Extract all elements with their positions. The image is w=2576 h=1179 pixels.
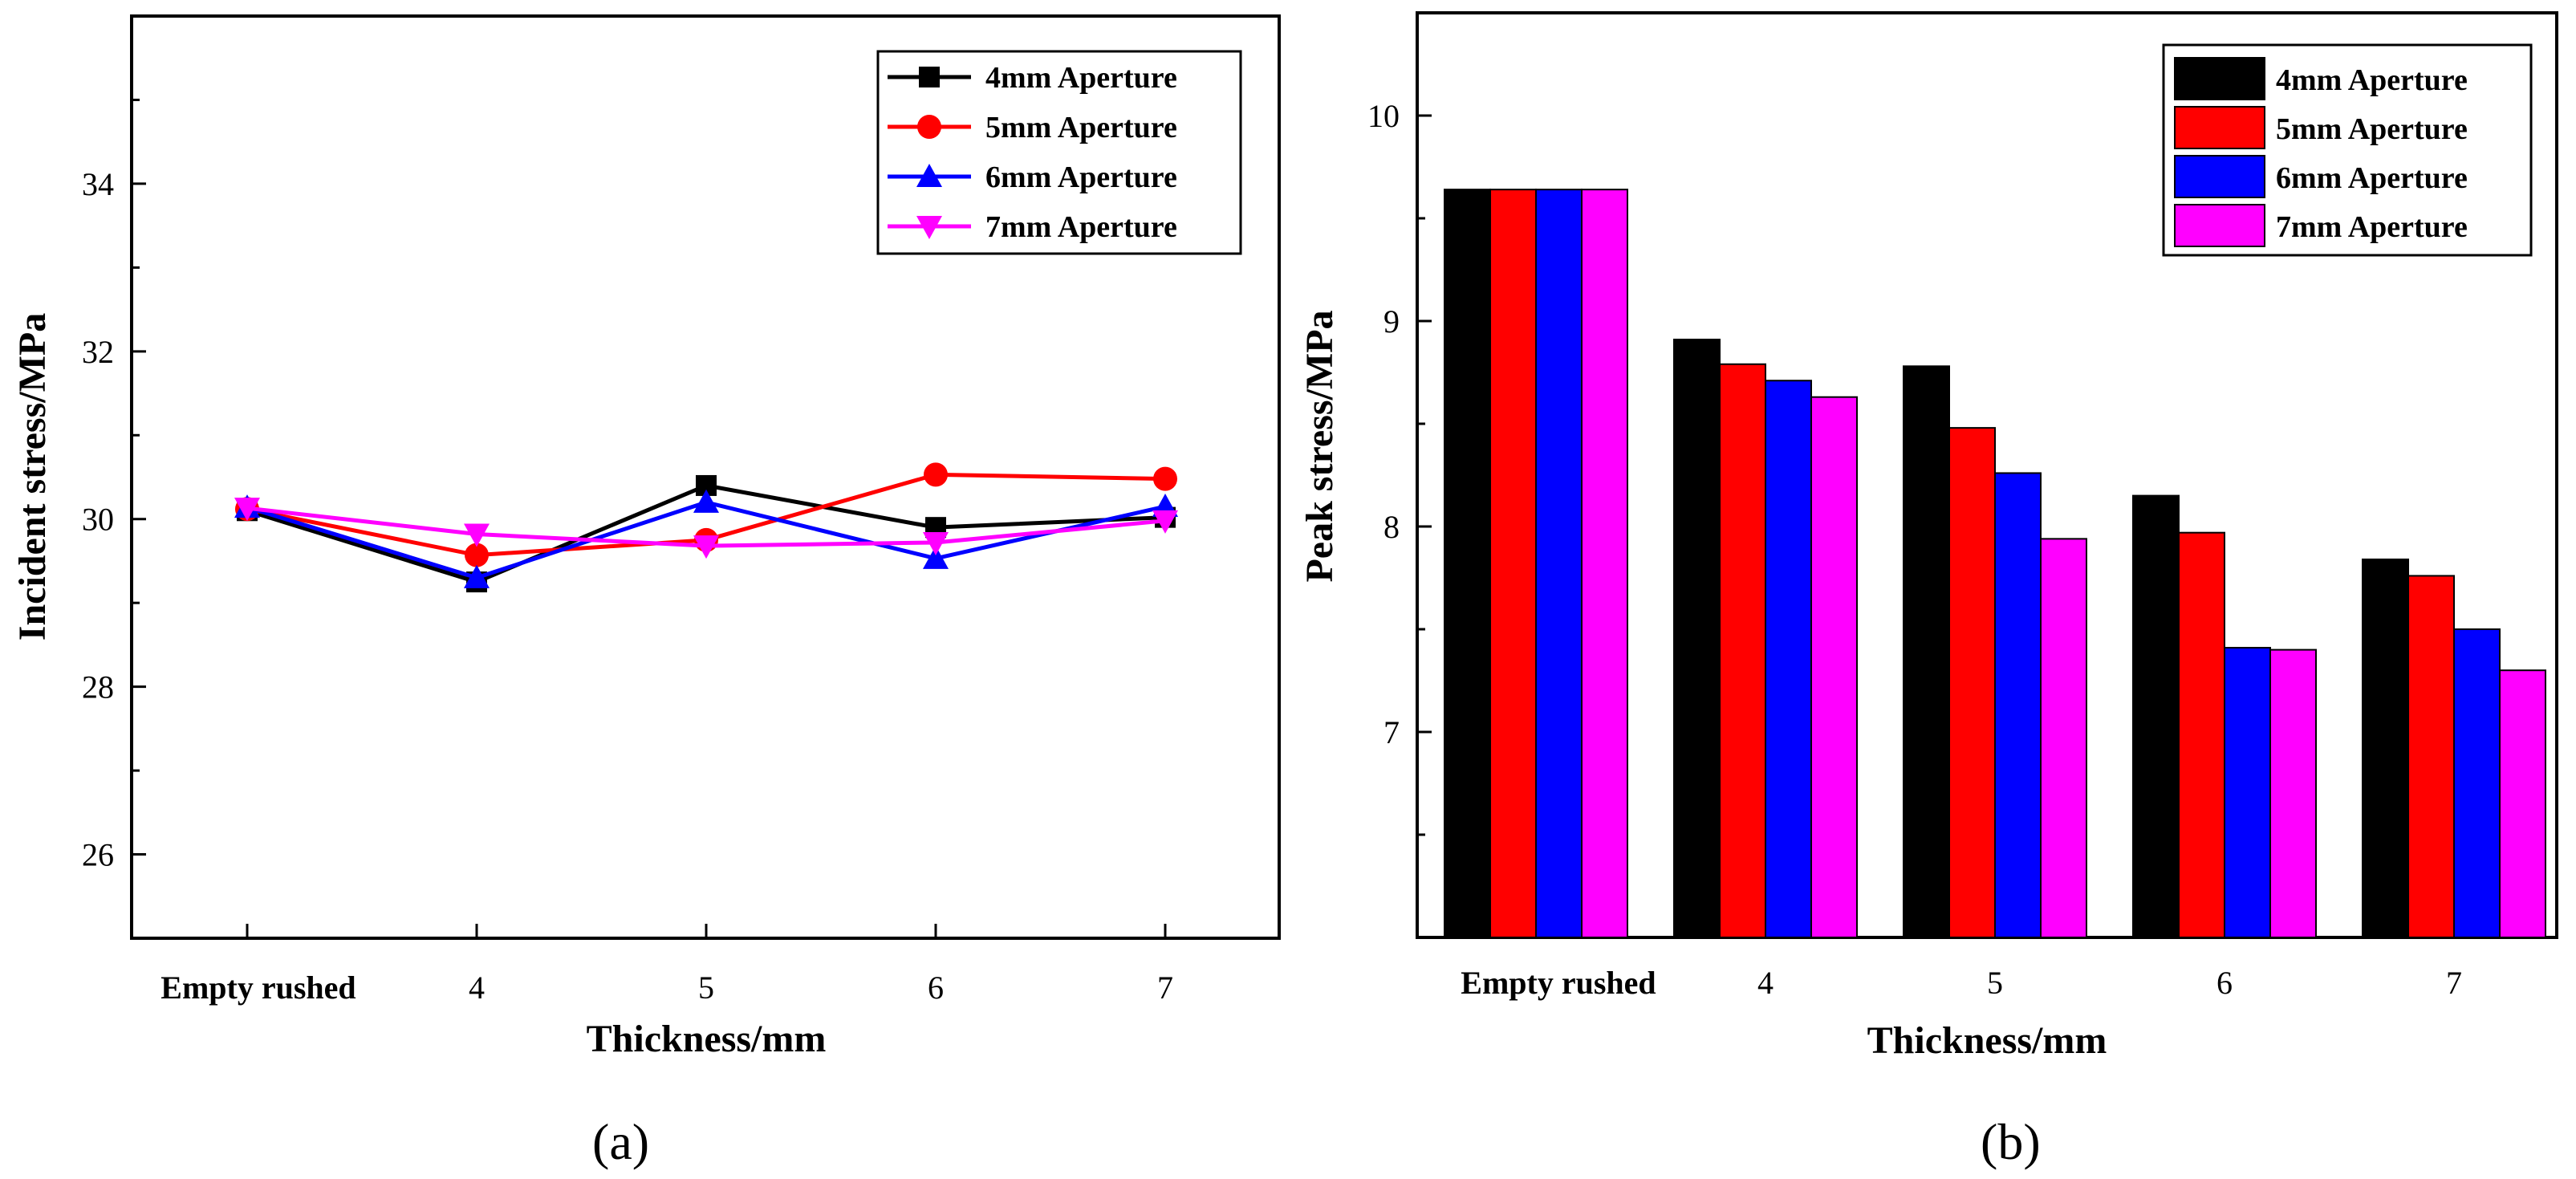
panel-a-data-point	[924, 462, 948, 487]
panel-a-y-axis-label: Incident stress/MPa	[11, 313, 54, 640]
panel-a-series-7mm-aperture	[234, 498, 1178, 559]
panel-a-x-tick-label: 6	[928, 970, 944, 1006]
panel-b-y-axis: 7 8 9 10	[1367, 98, 1432, 836]
panel-a-y-tick-label: 32	[82, 334, 114, 370]
panel-b-y-tick-label: 8	[1383, 509, 1400, 545]
panel-b-x-tick-label: Empty rushed	[1461, 965, 1656, 1001]
panel-b-bar-4-4mm-aperture	[1673, 339, 1721, 939]
panel-b-y-tick-label: 10	[1367, 98, 1400, 134]
panel-b-legend-label: 7mm Aperture	[2276, 210, 2468, 244]
panel-b-legend-swatch	[2174, 106, 2265, 149]
panel-a-legend-marker	[917, 115, 941, 139]
panel-b-x-tick-label: 4	[1757, 965, 1774, 1001]
panel-b-bar-7-4mm-aperture	[2362, 558, 2409, 939]
panel-b-y-tick-label: 7	[1383, 714, 1400, 750]
panel-b-bar-empty-rushed-6mm-aperture	[1535, 189, 1583, 939]
panel-a-y-tick-label: 26	[82, 837, 114, 873]
panel-b-legend-swatch	[2174, 204, 2265, 247]
panel-b-bar-empty-rushed-4mm-aperture	[1444, 189, 1491, 939]
panel-b-bar-4-5mm-aperture	[1719, 363, 1766, 938]
panel-b-x-axis-label: Thickness/mm	[1867, 1019, 2107, 1062]
panel-a-data-point	[464, 523, 490, 547]
panel-a-legend-label: 6mm Aperture	[985, 161, 1177, 194]
panel-b-bar-6-4mm-aperture	[2132, 494, 2180, 938]
panel-a-x-tick-label: 7	[1157, 970, 1173, 1006]
panel-a-legend-label: 5mm Aperture	[985, 111, 1177, 144]
panel-a-data-point	[693, 535, 719, 559]
panel-a-data-point	[923, 545, 949, 569]
panel-a-data-point	[1152, 510, 1178, 534]
panel-a-y-tick-label: 30	[82, 502, 114, 538]
panel-b-legend-label: 4mm Aperture	[2276, 63, 2468, 97]
panel-a-x-axis: Empty rushed 4 5 6 7	[160, 924, 1173, 1006]
panel-a-x-tick-label: 5	[698, 970, 714, 1006]
panel-b-bar-4-6mm-aperture	[1765, 380, 1812, 938]
panel-a-series	[234, 462, 1178, 593]
panel-b-bar-empty-rushed-7mm-aperture	[1581, 189, 1628, 939]
panel-b-legend-swatch	[2174, 155, 2265, 198]
panel-a-line-chart: 26 28 30 32 34 Empty rushed 4 5 6 7 Incident str…	[11, 14, 1281, 1170]
panel-b-bar-7-6mm-aperture	[2453, 628, 2501, 938]
panel-b-bar-5-6mm-aperture	[1994, 472, 2042, 938]
panel-b-bar-5-5mm-aperture	[1948, 427, 1996, 938]
panel-a-legend-marker	[916, 216, 942, 239]
panel-a-data-point	[923, 531, 949, 555]
panel-a-x-tick-label: 4	[469, 970, 485, 1006]
panel-b-x-axis: Empty rushed 4 5 6 7	[1461, 965, 2462, 1001]
panel-b-bars	[1444, 189, 2546, 939]
panel-b-bar-chart: 7 8 9 10 Empty rushed 4 5 6 7 Peak stress/MPa T…	[1298, 11, 2558, 1170]
panel-a-legend-label: 4mm Aperture	[985, 61, 1177, 95]
panel-b-x-tick-label: 7	[2446, 965, 2462, 1001]
panel-b-legend-label: 6mm Aperture	[2276, 161, 2468, 195]
panel-b-bar-6-7mm-aperture	[2269, 648, 2317, 938]
panel-b-bar-5-7mm-aperture	[2040, 538, 2087, 938]
panel-a-data-point	[1153, 466, 1177, 491]
panel-a-y-axis: 26 28 30 32 34	[82, 14, 146, 940]
panel-b-bar-6-5mm-aperture	[2178, 531, 2225, 938]
panel-a-legend-marker	[919, 67, 940, 87]
panel-b-x-tick-label: 6	[2216, 965, 2233, 1001]
panel-b-legend: 4mm Aperture 5mm Aperture 6mm Aperture 7mm …	[2162, 43, 2533, 257]
panel-b-y-axis-label: Peak stress/MPa	[1298, 310, 1341, 582]
panel-b-bar-7-7mm-aperture	[2499, 669, 2546, 938]
panel-a-caption: (a)	[592, 1113, 649, 1170]
panel-a-legend-marker	[916, 164, 942, 187]
panel-b-x-tick-label: 5	[1987, 965, 2003, 1001]
panel-b-caption: (b)	[1981, 1113, 2041, 1170]
panel-a-data-point	[234, 498, 260, 522]
panel-a-data-point	[464, 564, 490, 588]
panel-b-y-tick-label: 9	[1383, 303, 1400, 339]
panel-a-x-axis-label: Thickness/mm	[587, 1018, 827, 1060]
panel-b-legend-label: 5mm Aperture	[2276, 112, 2468, 146]
panel-a-y-tick-label: 28	[82, 669, 114, 705]
panel-b-bar-4-7mm-aperture	[1810, 396, 1858, 939]
panel-a-data-point	[465, 543, 489, 567]
panel-a-legend: 4mm Aperture 5mm Aperture 6mm Aperture 7mm …	[876, 50, 1242, 255]
panel-a-y-tick-label: 34	[82, 166, 114, 202]
panel-a-data-point	[693, 489, 719, 513]
panel-b-legend-swatch	[2174, 57, 2265, 100]
panel-b-bar-7-5mm-aperture	[2407, 575, 2455, 938]
panel-a-legend-label: 7mm Aperture	[985, 210, 1177, 244]
panel-a-x-tick-label: Empty rushed	[160, 970, 356, 1006]
panel-b-bar-5-4mm-aperture	[1903, 365, 1950, 938]
panel-b-bar-empty-rushed-5mm-aperture	[1489, 189, 1537, 939]
panel-b-bar-6-6mm-aperture	[2224, 647, 2271, 938]
